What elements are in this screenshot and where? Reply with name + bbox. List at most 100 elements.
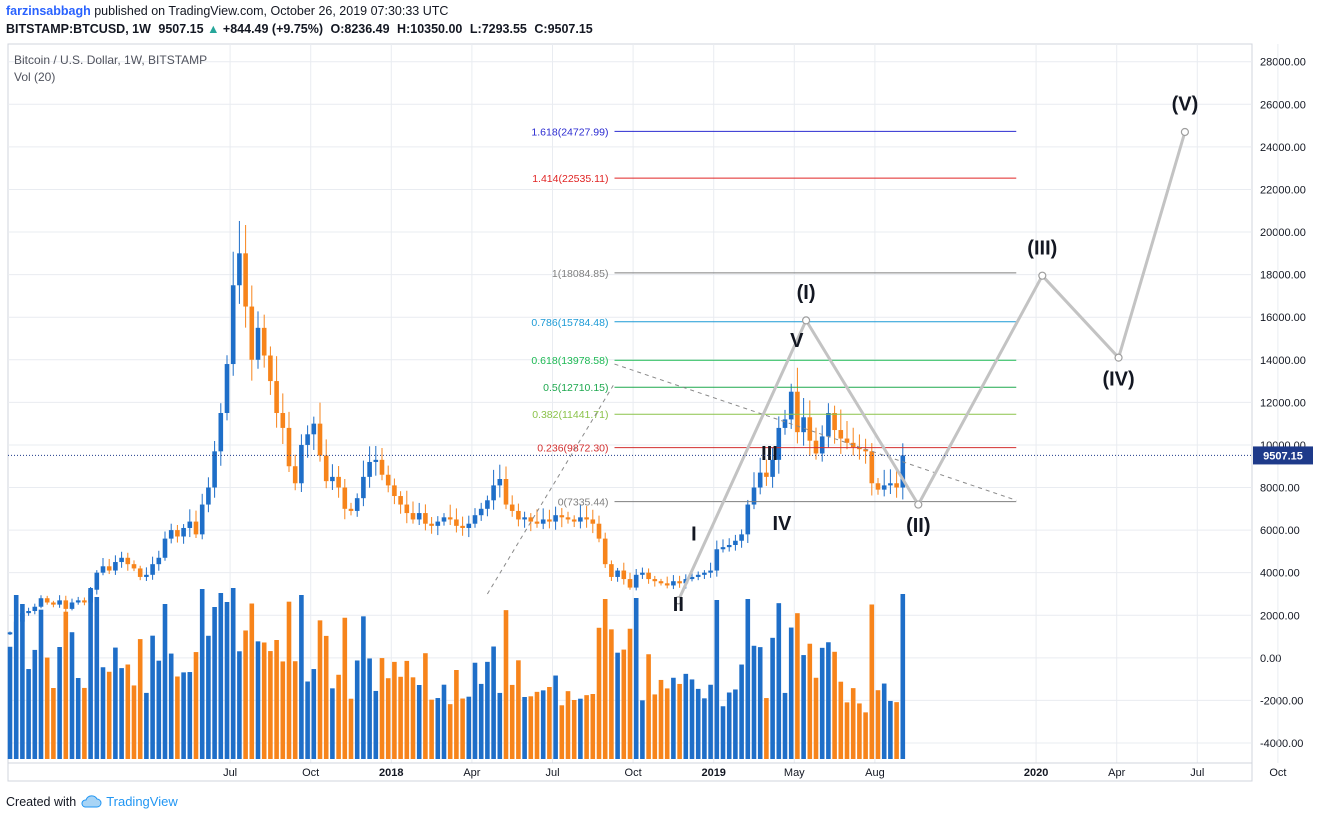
volume-bar <box>230 588 236 759</box>
candle-body <box>447 517 453 520</box>
candle-body <box>534 521 540 524</box>
volume-bar <box>472 662 478 759</box>
candle-body <box>38 598 44 607</box>
candle-body <box>695 574 701 577</box>
candle-body <box>863 449 868 452</box>
volume-bar <box>150 635 155 759</box>
volume-bar <box>106 671 112 759</box>
author-link[interactable]: farzinsabbagh <box>6 4 91 18</box>
volume-indicator-label: Vol (20) <box>14 70 55 84</box>
volume-bar <box>187 672 193 759</box>
candle-body <box>323 455 329 482</box>
x-tick-label: Apr <box>1108 767 1125 779</box>
volume-bar <box>44 657 50 759</box>
candle-body <box>894 483 899 488</box>
candle-body <box>218 413 224 452</box>
candle-body <box>801 417 806 433</box>
volume-bar <box>460 698 465 759</box>
candle-body <box>416 513 422 520</box>
volume-bar <box>671 677 676 759</box>
primary-wave-label: (V) <box>1172 94 1199 116</box>
volume-bar <box>757 647 763 759</box>
volume-bar <box>782 692 788 759</box>
volume-bar <box>714 600 720 759</box>
candle-body <box>627 579 633 588</box>
volume-bar <box>423 653 428 759</box>
candle-body <box>478 508 484 516</box>
candle-body <box>150 564 155 575</box>
tradingview-brand-link[interactable]: TradingView <box>106 794 178 809</box>
candle-body <box>274 381 279 414</box>
candle-body <box>168 530 174 539</box>
candle-body <box>13 621 19 633</box>
candle-body <box>51 602 56 605</box>
candle-body <box>292 466 298 484</box>
volume-bar <box>243 630 248 759</box>
volume-bar <box>305 681 310 759</box>
volume-bar <box>392 661 397 759</box>
volume-bar <box>32 649 38 759</box>
volume-bar <box>286 601 292 759</box>
volume-bar <box>503 610 509 759</box>
y-tick-label: 24000.00 <box>1260 142 1306 154</box>
elliott-wave-path <box>677 131 1187 602</box>
candle-body <box>311 423 317 435</box>
candle-body <box>460 525 465 528</box>
candle-body <box>547 519 552 522</box>
x-tick-label: Jul <box>1190 767 1204 779</box>
volume-bar <box>404 660 410 759</box>
volume-bar <box>547 687 552 759</box>
volume-bar <box>224 602 230 759</box>
candle-body <box>770 459 775 477</box>
volume-bar <box>441 684 447 759</box>
candle-body <box>379 459 385 475</box>
volume-bar <box>869 604 875 759</box>
candle-body <box>652 579 658 582</box>
volume-bar <box>162 604 168 759</box>
volume-bar <box>75 678 81 759</box>
price-chart[interactable]: 28000.00 26000.00 24000.00 22000.00 20000.00… <box>0 40 1329 784</box>
candle-body <box>20 613 25 622</box>
volume-bar <box>788 627 794 759</box>
primary-wave-label: (III) <box>1027 237 1057 259</box>
volume-bar <box>602 599 608 759</box>
trendline-dashed-down <box>614 363 1017 501</box>
volume-bar <box>26 669 31 759</box>
volume-bar <box>330 688 335 759</box>
y-tick-label: 18000.00 <box>1260 270 1306 282</box>
volume-bar <box>193 652 199 759</box>
volume-bar <box>268 651 273 759</box>
volume-bar <box>280 661 286 759</box>
candle-body <box>869 451 875 484</box>
volume-bar <box>733 689 738 759</box>
candle-body <box>764 472 769 477</box>
candle-body <box>584 517 589 520</box>
volume-bar <box>516 660 521 759</box>
volume-bar <box>565 691 571 759</box>
volume-bar <box>534 691 540 759</box>
volume-bar <box>69 632 75 759</box>
high-value: 10350.00 <box>410 22 463 36</box>
volume-bar <box>292 661 298 759</box>
volume-bar <box>348 698 354 759</box>
candle-body <box>156 557 162 565</box>
open-value: 8236.49 <box>344 22 390 36</box>
candle-body <box>373 459 379 462</box>
tradingview-cloud-icon <box>81 794 102 807</box>
fib-level-label: 1.618(24727.99) <box>531 126 608 138</box>
candle-body <box>237 253 242 286</box>
x-tick-label: 2020 <box>1024 767 1048 779</box>
candle-body <box>106 566 112 571</box>
candle-body <box>776 427 782 460</box>
candle-body <box>392 485 397 497</box>
trendline-dashed-up <box>486 385 614 595</box>
volume-bar <box>410 677 416 759</box>
volume-bar <box>497 692 503 759</box>
candle-body <box>658 581 664 584</box>
candle-body <box>261 327 267 356</box>
wave-pivot-point <box>1180 127 1190 137</box>
volume-bar <box>578 698 583 759</box>
volume-bar <box>317 620 323 759</box>
volume-bar <box>181 672 186 759</box>
volume-bar <box>367 658 372 759</box>
